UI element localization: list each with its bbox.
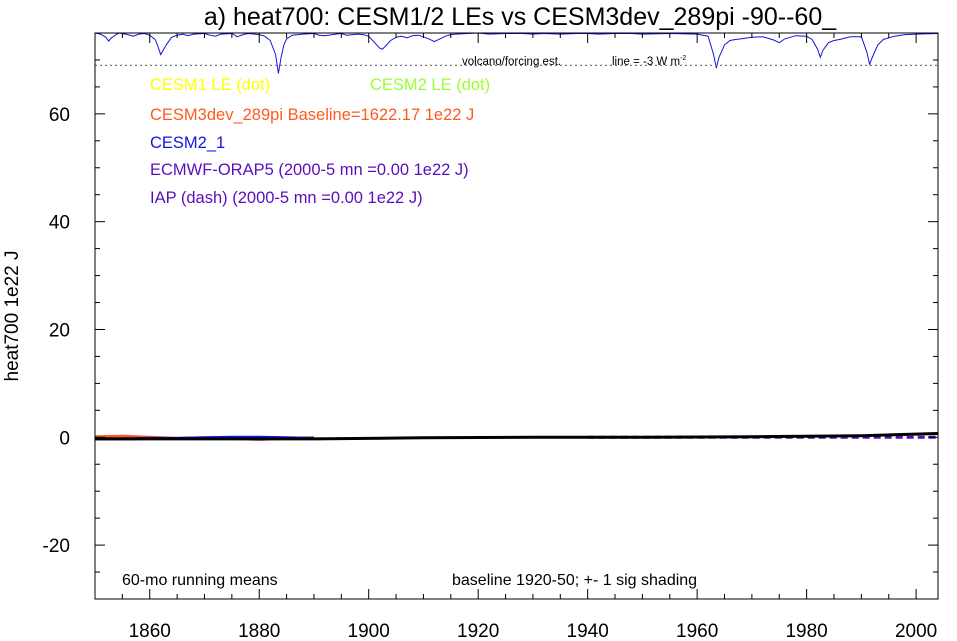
volcano-forcing-line xyxy=(94,32,939,74)
x-tick-label: 1940 xyxy=(567,621,609,641)
x-tick-label: 1980 xyxy=(785,621,827,641)
volcano-forcing-label: volcano/forcing est. xyxy=(462,56,561,68)
x-tick-label: 2000 xyxy=(895,621,937,641)
y-tick-label: 20 xyxy=(49,320,70,341)
legend-entry: ECMWF-ORAP5 (2000-5 mn =0.00 1e22 J) xyxy=(150,161,469,179)
legend: CESM1 LE (dot) CESM2 LE (dot) CESM3dev_289… xyxy=(150,76,490,207)
axis-ticks: 1860 1880 1900 1920 1940 1960 1980 2000 -20 0 20 40… xyxy=(43,32,938,641)
x-tick-label: 1900 xyxy=(348,621,390,641)
legend-entry: IAP (dash) (2000-5 mn =0.00 1e22 J) xyxy=(150,189,423,207)
legend-entry: CESM1 LE (dot) xyxy=(150,76,270,94)
chart-title: a) heat700: CESM1/2 LEs vs CESM3dev_289p… xyxy=(204,3,837,31)
x-tick-label: 1920 xyxy=(457,621,499,641)
running-means-note: 60-mo running means xyxy=(122,572,278,589)
y-tick-label: 0 xyxy=(59,428,70,449)
legend-entry: CESM2 LE (dot) xyxy=(370,76,490,94)
x-tick-label: 1880 xyxy=(238,621,280,641)
series-line xyxy=(95,432,939,441)
plot-frame xyxy=(94,32,939,600)
y-tick-label: -20 xyxy=(43,536,70,557)
x-tick-label: 1960 xyxy=(676,621,718,641)
forcing-line-text: line = -3 W m xyxy=(612,56,680,68)
legend-entry: CESM3dev_289pi Baseline=1622.17 1e22 J xyxy=(150,106,474,124)
forcing-line-label: line = -3 W m-2 xyxy=(612,55,686,68)
legend-entry: CESM2_1 xyxy=(150,134,225,152)
series-layer xyxy=(94,432,939,441)
volcano-forcing-layer xyxy=(94,32,939,74)
baseline-note: baseline 1920-50; +- 1 sig shading xyxy=(452,572,697,589)
y-tick-label: 40 xyxy=(49,213,70,234)
forcing-line-sup: -2 xyxy=(680,55,686,62)
x-tick-label: 1860 xyxy=(129,621,171,641)
y-axis-label: heat700 1e22 J xyxy=(2,250,23,381)
y-tick-label: 60 xyxy=(49,105,70,126)
